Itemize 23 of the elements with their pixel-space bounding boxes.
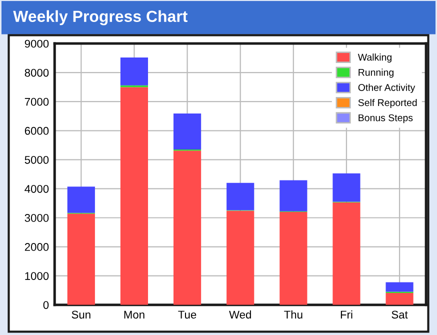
y-tick-label: 3000 xyxy=(24,214,49,222)
y-tick-label: 8000 xyxy=(24,68,49,77)
y-tick-label: 7000 xyxy=(24,98,49,106)
legend-label: Self Reported xyxy=(358,98,417,108)
legend-label: Running xyxy=(358,68,394,78)
legend-label: Bonus Steps xyxy=(358,114,413,124)
x-tick-label: Mon xyxy=(124,310,144,319)
legend-label: Other Activity xyxy=(358,84,416,93)
x-tick-label: Wed xyxy=(229,310,251,319)
y-tick-label: 9000 xyxy=(24,40,49,48)
x-tick-label: Thu xyxy=(284,310,302,319)
y-tick-label: 2000 xyxy=(24,243,49,251)
x-tick-label: Tue xyxy=(178,310,196,319)
legend-label: Walking xyxy=(358,54,392,63)
y-tick-label: 5000 xyxy=(24,156,49,164)
y-tick-label: 1000 xyxy=(25,272,49,280)
chart-title: Weekly Progress Chart xyxy=(13,10,188,26)
y-tick-label: 6000 xyxy=(24,126,49,135)
x-tick-label: Sun xyxy=(72,310,90,319)
y-tick-label: 4000 xyxy=(24,184,49,193)
x-tick-label: Fri xyxy=(340,310,352,318)
x-tick-label: Sat xyxy=(392,310,408,319)
y-tick-label: 0 xyxy=(43,301,49,309)
